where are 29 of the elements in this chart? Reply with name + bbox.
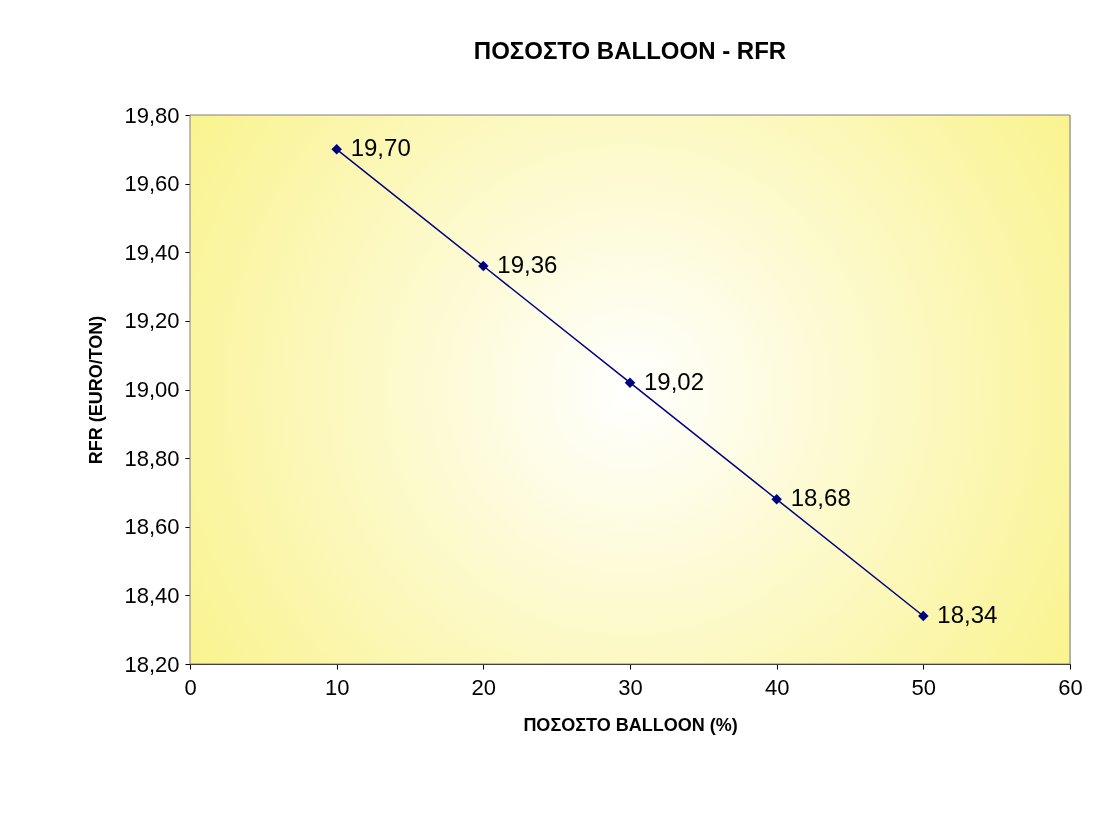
- x-tick-label: 60: [1058, 674, 1083, 700]
- data-label: 18,68: [790, 484, 851, 512]
- x-axis-title: ΠΟΣΟΣΤΟ BALLOON (%): [523, 714, 738, 735]
- x-tick-label: 30: [618, 674, 643, 700]
- point: [624, 377, 636, 388]
- y-tick-label: 19,20: [124, 308, 180, 334]
- point: [918, 610, 929, 622]
- x-tick-label: 10: [324, 674, 350, 700]
- y-tick-label: 19,60: [124, 171, 180, 197]
- y-tick-label: 18,60: [124, 514, 180, 540]
- x-tick-label: 0: [184, 674, 197, 700]
- y-tick-label: 19,40: [124, 239, 180, 265]
- y-tick-label: 19,00: [124, 377, 180, 402]
- y-tick-label: 18,40: [124, 582, 180, 608]
- point: [331, 144, 342, 155]
- data-label: 18,34: [937, 600, 998, 628]
- chart-title: ΠΟΣΟΣΤΟ BALLOON - RFR: [473, 37, 787, 64]
- y-tick-label: 18,20: [124, 651, 180, 677]
- x-tick-label: 20: [471, 674, 497, 700]
- data-label: 19,36: [497, 250, 558, 278]
- point: [478, 260, 489, 272]
- y-axis-title: RFR (EURO/TON): [86, 315, 107, 465]
- x-tick-label: 50: [911, 674, 937, 700]
- data-label: 19,02: [644, 367, 705, 395]
- point: [771, 494, 782, 505]
- y-tick-label: 19,80: [124, 102, 180, 128]
- x-tick-label: 40: [764, 674, 790, 700]
- y-tick-label: 18,80: [124, 445, 180, 471]
- data-label: 19,70: [350, 134, 411, 162]
